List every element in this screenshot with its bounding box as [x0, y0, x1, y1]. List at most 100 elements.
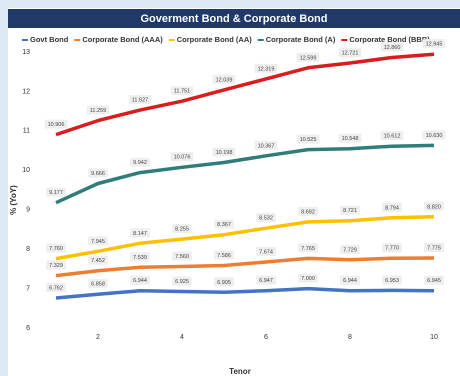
data-label-bg [298, 206, 318, 216]
data-label: 6.944 [343, 278, 357, 284]
data-label: 6.858 [91, 282, 105, 288]
data-label: 9.666 [91, 171, 105, 177]
data-label: 8.692 [301, 209, 315, 215]
data-label: 6.953 [385, 278, 399, 284]
data-label-bg [424, 275, 444, 285]
data-label-bg [254, 140, 278, 150]
data-label: 7.945 [91, 239, 105, 245]
data-label-bg [340, 205, 360, 215]
data-label-bg [298, 273, 318, 283]
data-label-bg [382, 202, 402, 212]
data-label: 12.319 [258, 66, 275, 72]
data-label-bg [86, 105, 110, 115]
data-label: 10.198 [216, 150, 233, 156]
data-label-bg [88, 279, 108, 289]
y-tick-label: 12 [22, 88, 30, 95]
data-label-bg [172, 251, 192, 261]
legend-label: Corporate Bond (BBB) [349, 35, 430, 44]
x-tick-label: 8 [348, 334, 352, 341]
y-tick-label: 10 [22, 167, 30, 174]
data-label-bg [254, 63, 278, 73]
data-label-bg [212, 74, 236, 84]
data-label-bg [296, 52, 320, 62]
data-label: 12.860 [384, 45, 401, 51]
data-label: 7.770 [385, 246, 399, 252]
data-label: 8.794 [385, 205, 399, 211]
title-bar [8, 9, 460, 28]
data-label-bg [46, 282, 66, 292]
data-label-bg [382, 243, 402, 253]
data-label: 7.539 [133, 255, 147, 261]
data-label: 7.729 [343, 247, 357, 253]
y-tick-label: 8 [26, 246, 30, 253]
y-tick-label: 13 [22, 49, 30, 56]
data-label: 8.721 [343, 208, 357, 214]
data-label-bg [338, 133, 362, 143]
data-label: 6.945 [427, 278, 441, 284]
data-label-bg [382, 275, 402, 285]
data-label-bg [338, 48, 362, 58]
data-label: 11.259 [90, 108, 106, 114]
data-label-bg [130, 157, 150, 167]
data-label-bg [256, 246, 276, 256]
data-label: 12.721 [342, 50, 359, 56]
data-label-bg [172, 224, 192, 234]
data-label-bg [130, 252, 150, 262]
data-label: 10.630 [426, 133, 443, 139]
data-label: 6.762 [49, 285, 63, 291]
data-label-bg [46, 260, 66, 270]
data-label: 7.586 [217, 253, 231, 259]
data-label-bg [172, 276, 192, 286]
x-tick-label: 10 [430, 334, 438, 341]
data-label: 9.942 [133, 160, 147, 166]
data-label-bg [298, 243, 318, 253]
data-label: 10.076 [174, 155, 191, 161]
data-label-bg [380, 131, 404, 141]
series-line [55, 52, 435, 137]
data-label: 7.760 [49, 246, 63, 252]
series-line [55, 215, 435, 261]
data-label-bg [214, 250, 234, 260]
data-label-bg [130, 228, 150, 238]
data-label-bg [380, 42, 404, 52]
data-label-bg [424, 201, 444, 211]
data-label: 10.612 [384, 134, 401, 140]
data-label: 9.177 [49, 190, 63, 196]
data-label-bg [44, 119, 68, 129]
data-label: 7.765 [301, 246, 315, 252]
data-label-bg [424, 243, 444, 253]
data-label: 8.147 [133, 231, 147, 237]
data-label-bg [212, 147, 236, 157]
y-axis-label: % (YoY) [9, 185, 18, 215]
x-tick-label: 4 [180, 334, 184, 341]
data-label-bg [88, 236, 108, 246]
x-tick-label: 6 [264, 334, 268, 341]
data-label-bg [88, 255, 108, 265]
data-label: 8.532 [259, 216, 273, 222]
data-label: 10.525 [300, 137, 317, 143]
y-tick-label: 7 [26, 285, 30, 292]
series-line [55, 143, 435, 205]
data-label-bg [214, 277, 234, 287]
data-label-bg [88, 168, 108, 178]
legend-label: Corporate Bond (AAA) [82, 35, 163, 44]
data-label-bg [46, 187, 66, 197]
data-label-bg [170, 152, 194, 162]
data-label: 7.000 [301, 276, 315, 282]
chart-title: Goverment Bond & Corporate Bond [140, 13, 327, 25]
data-label: 11.751 [174, 89, 190, 95]
data-label: 12.599 [300, 55, 317, 61]
x-tick-label: 2 [96, 334, 100, 341]
y-tick-label: 6 [26, 325, 30, 332]
data-label: 8.367 [217, 222, 231, 228]
y-tick-label: 9 [26, 207, 30, 214]
data-label: 6.905 [217, 280, 231, 286]
data-label: 8.820 [427, 204, 441, 210]
legend-label: Corporate Bond (AA) [177, 35, 252, 44]
legend-label: Govt Bond [30, 35, 69, 44]
data-label: 6.944 [133, 278, 147, 284]
data-label-bg [422, 130, 446, 140]
data-label-bg [256, 213, 276, 223]
